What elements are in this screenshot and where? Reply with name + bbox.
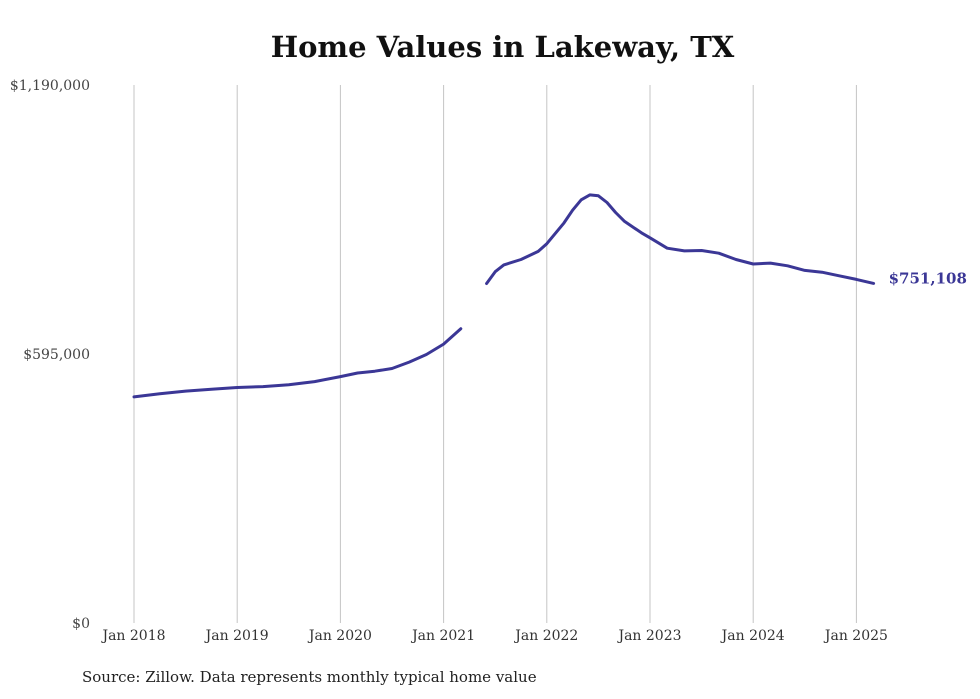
y-tick-label: $0	[72, 616, 90, 632]
x-tick-label: Jan 2020	[307, 628, 372, 644]
x-tick-label: Jan 2024	[720, 628, 785, 644]
end-value-label: $751,108	[889, 269, 967, 287]
x-axis-ticks: Jan 2018 Jan 2019 Jan 2020 Jan 2021 Jan 2022…	[100, 628, 887, 644]
x-tick-label: Jan 2019	[204, 628, 269, 644]
chart-title: Home Values in Lakeway, TX	[270, 30, 735, 64]
x-tick-label: Jan 2022	[513, 628, 578, 644]
series-line	[132, 327, 463, 399]
y-tick-label: $1,190,000	[10, 78, 90, 94]
y-tick-label: $595,000	[23, 347, 90, 363]
x-tick-label: Jan 2025	[823, 628, 888, 644]
x-tick-label: Jan 2018	[100, 628, 165, 644]
series-line	[485, 193, 876, 285]
series-lines	[132, 193, 876, 399]
x-tick-label: Jan 2021	[410, 628, 475, 644]
y-axis-ticks: $1,190,000 $595,000 $0	[10, 78, 90, 632]
x-tick-label: Jan 2023	[616, 628, 681, 644]
gridlines	[133, 85, 857, 623]
source-note: Source: Zillow. Data represents monthly …	[82, 668, 537, 686]
